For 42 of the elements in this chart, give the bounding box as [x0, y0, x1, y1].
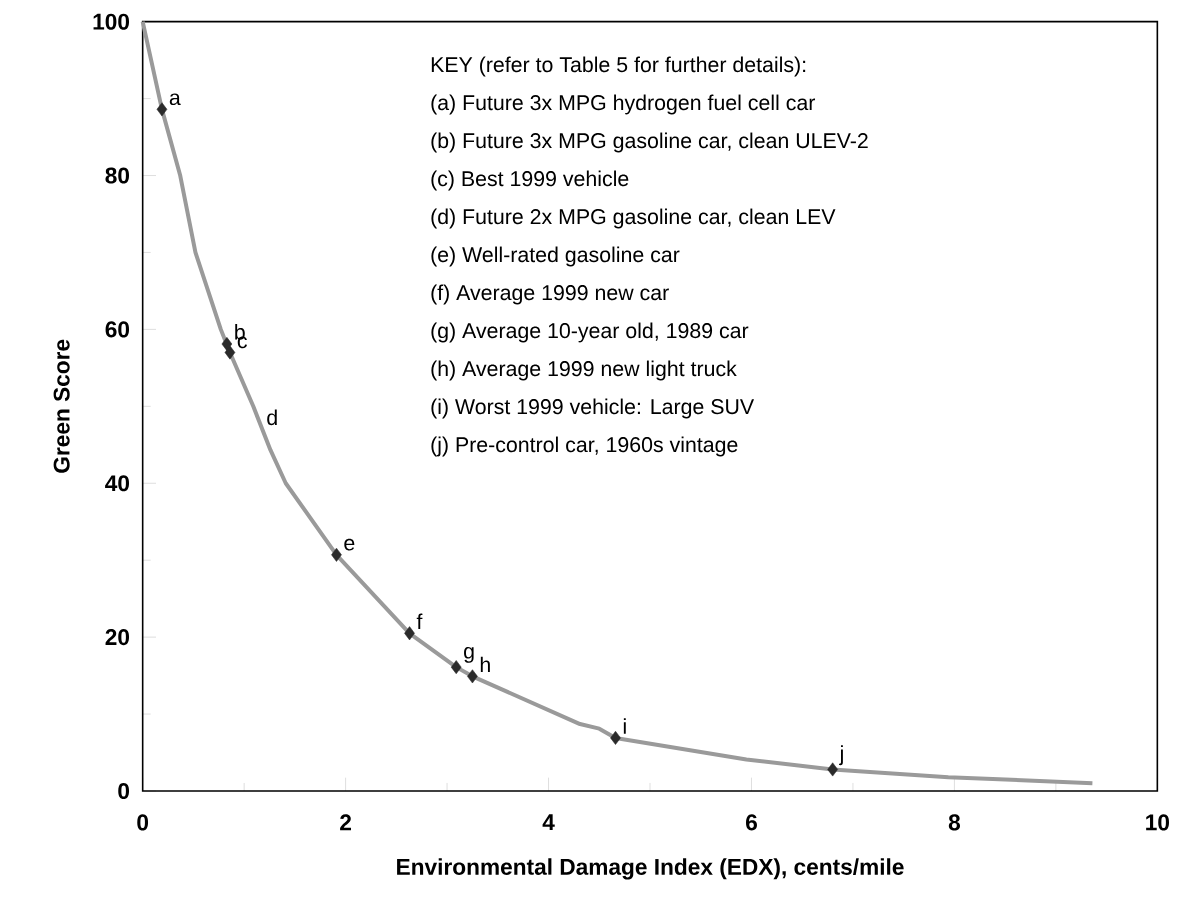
y-tick-label: 80 [105, 167, 130, 184]
point [827, 762, 838, 777]
annotation: (i) Worst 1999 vehicle: Large SUV [431, 398, 755, 419]
annotation: h [480, 656, 490, 673]
y-tick-label: 0 [118, 782, 130, 800]
annotation: (j) Pre-control car, 1960s vintage [431, 436, 738, 457]
annotation: (f) Average 1999 new car [431, 284, 669, 305]
annotation: d [267, 409, 277, 426]
x-tick-label: 4 [542, 814, 555, 830]
point [404, 626, 415, 641]
y-axis-title: Green Score [53, 339, 70, 473]
annotation: (g) Average 10-year old, 1989 car [431, 322, 749, 343]
point [224, 345, 236, 360]
x-tick-label: 10 [1146, 814, 1170, 831]
y-tick-label: 20 [105, 629, 130, 646]
point [156, 102, 168, 117]
annotation: (d) Future 2x MPG gasoline car, clean LEV [431, 208, 836, 229]
annotation: e [344, 538, 355, 551]
point [331, 547, 342, 562]
annotation: (b) Future 3x MPG gasoline car, clean ULEV-2 [431, 132, 868, 153]
y-tick-label: 100 [93, 13, 130, 30]
annotation: KEY (refer to Table 5 for further details): [431, 56, 806, 77]
x-tick-label: 0 [137, 814, 149, 831]
x-tick-label: 8 [948, 814, 961, 831]
annotation: (h) Average 1999 new light truck [431, 360, 737, 381]
x-axis-title: Environmental Damage Index (EDX), cents/mile [397, 858, 904, 880]
annotation: (e) Well-rated gasoline car [431, 246, 680, 267]
point [610, 730, 621, 745]
x-tick-label: 2 [340, 814, 351, 831]
annotation: j [839, 745, 843, 766]
annotation: f [416, 613, 423, 630]
annotation: g [464, 646, 474, 663]
x-tick-label: 6 [746, 814, 757, 831]
line-series [140, 19, 1095, 786]
point [467, 669, 478, 684]
annotation: (c) Best 1999 vehicle [431, 170, 629, 191]
annotation: (a) Future 3x MPG hydrogen fuel cell car [431, 94, 816, 115]
y-tick-label: 60 [105, 321, 130, 338]
annotation: i [623, 718, 626, 734]
point [450, 660, 462, 675]
y-tick-label: 40 [105, 475, 130, 492]
annotation: a [169, 93, 181, 106]
